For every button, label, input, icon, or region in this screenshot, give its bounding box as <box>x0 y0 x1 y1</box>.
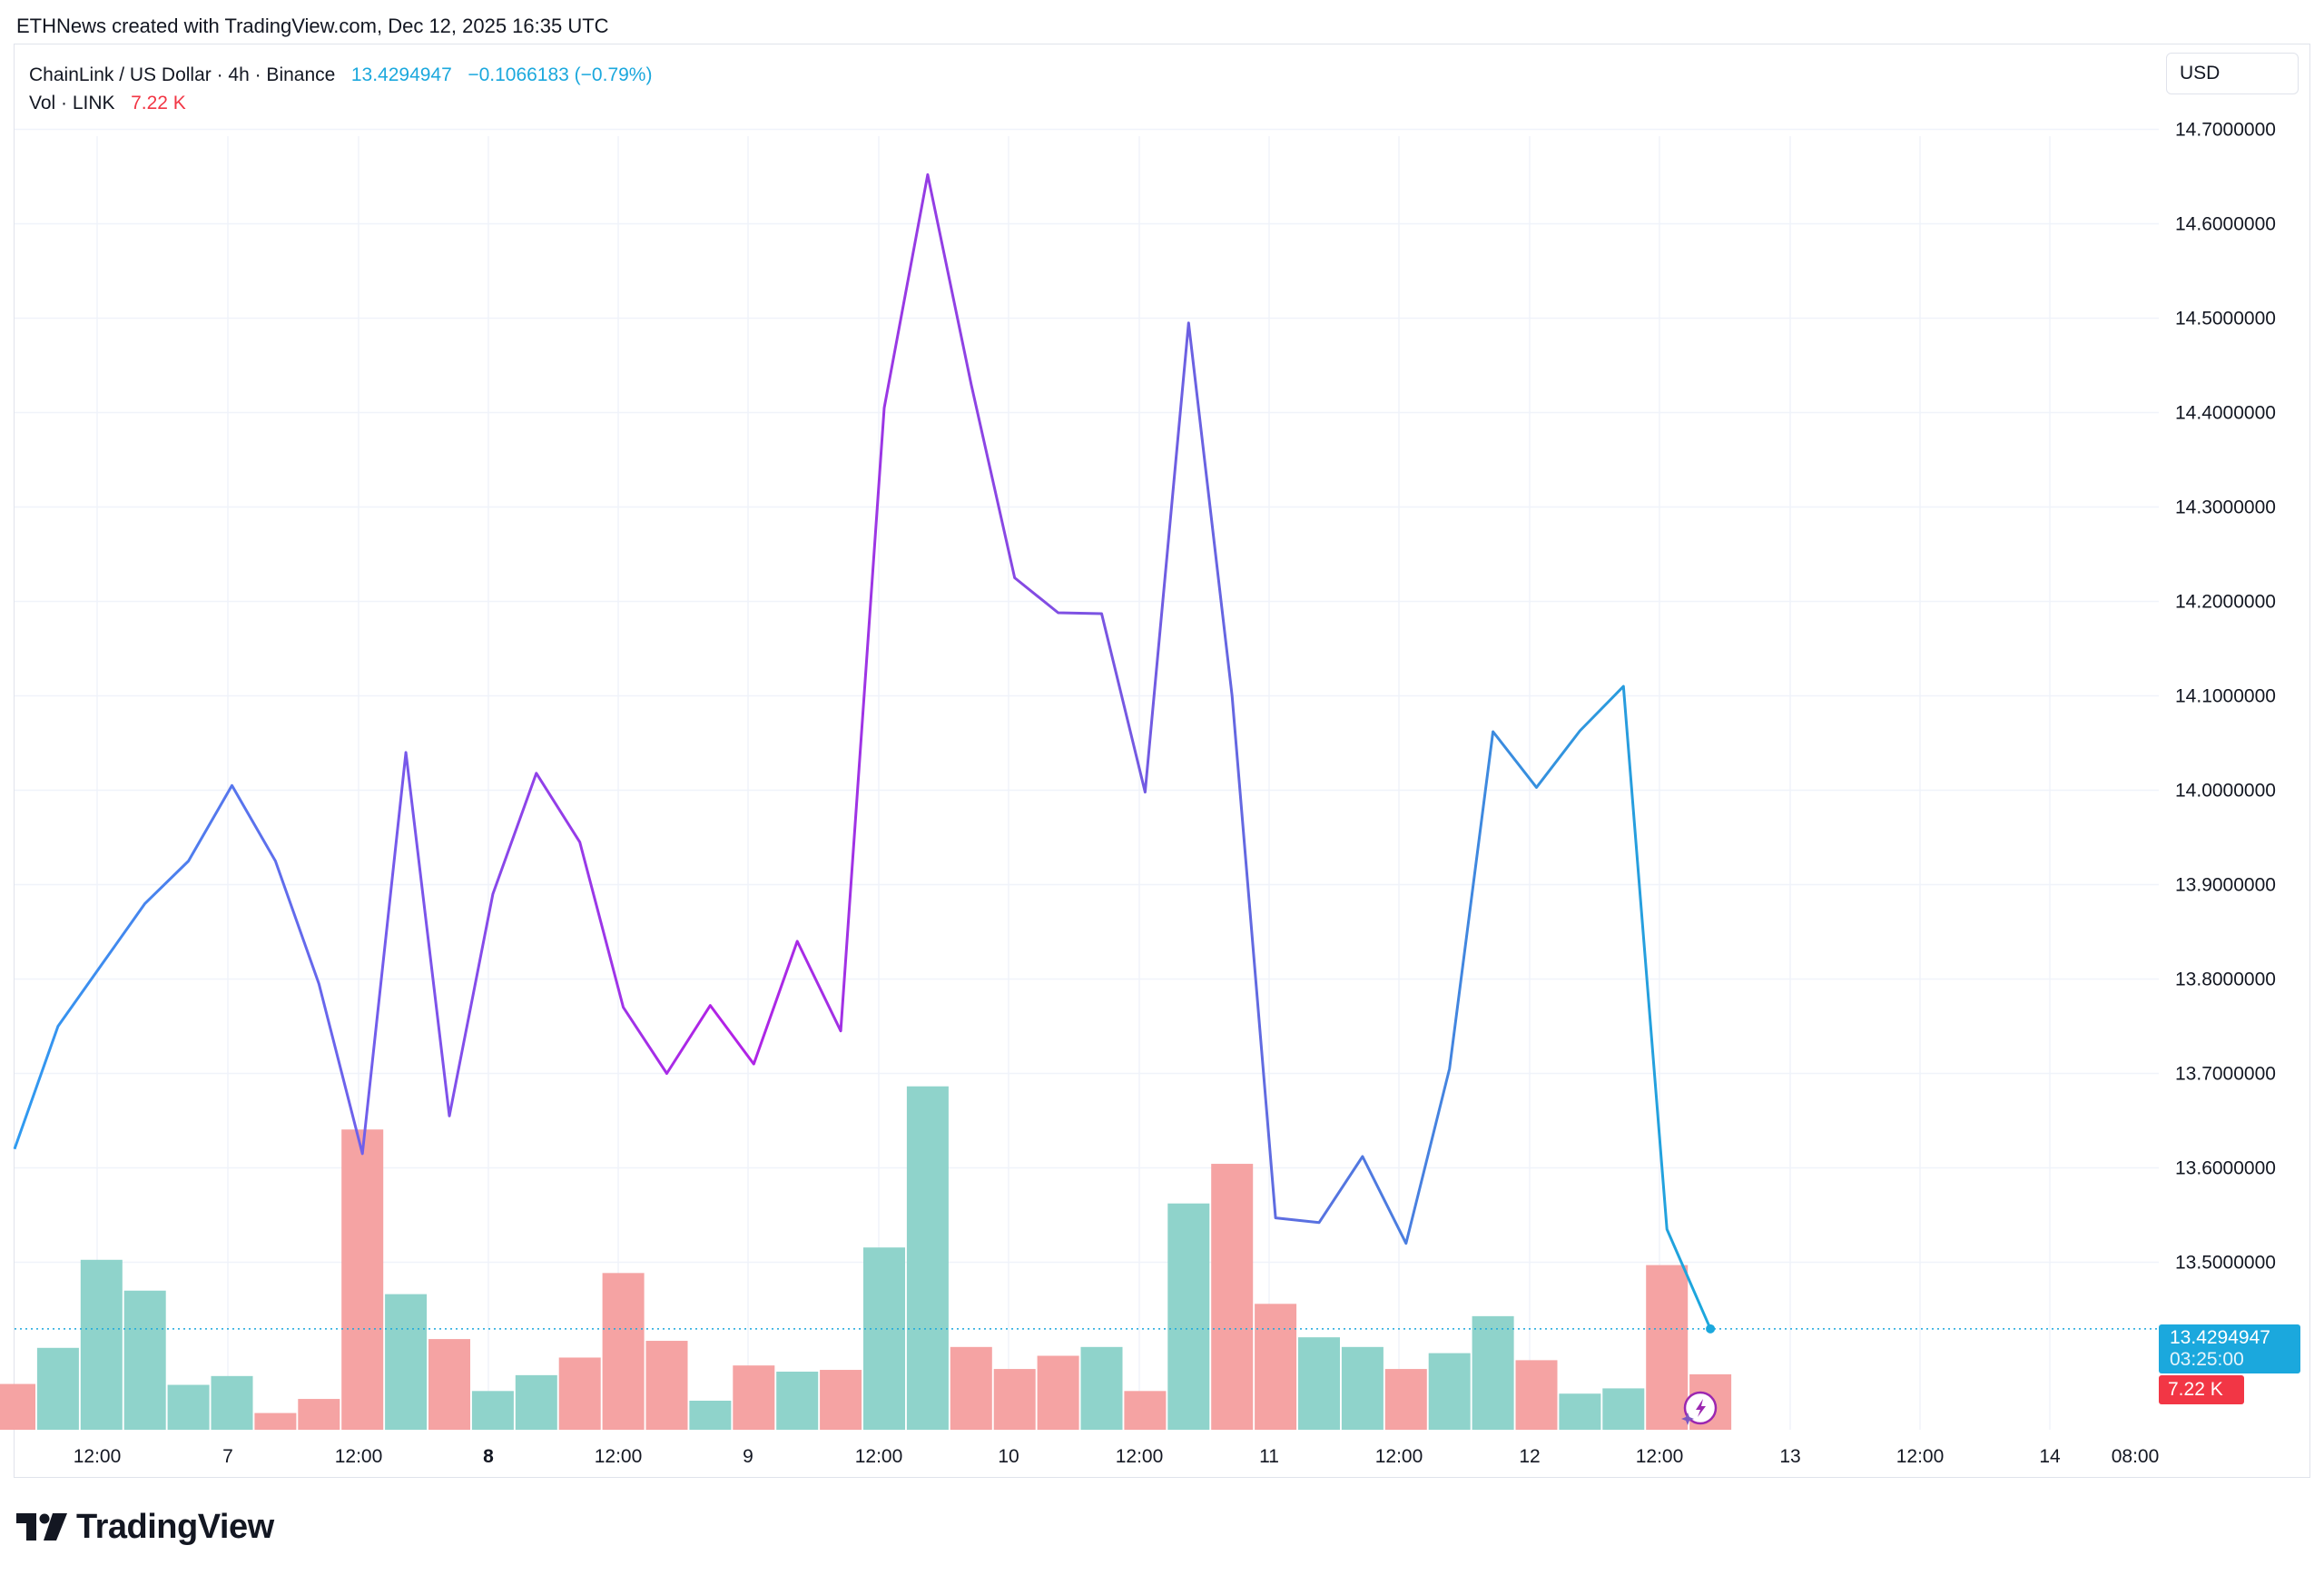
price-change-value: −0.1066183 (−0.79%) <box>468 64 653 85</box>
volume-bar <box>1255 1304 1297 1430</box>
time-tick-label: 12:00 <box>335 1446 383 1467</box>
volume-bar <box>689 1400 732 1430</box>
volume-bar <box>428 1339 470 1430</box>
volume-bar <box>1646 1265 1689 1430</box>
time-tick-label: 9 <box>743 1446 753 1467</box>
volume-bar <box>80 1259 123 1430</box>
volume-label[interactable]: Vol · LINK <box>29 93 115 113</box>
volume-bars <box>0 1086 1732 1430</box>
time-tick-label: 12 <box>1519 1446 1540 1467</box>
volume-tag: 7.22 K <box>2159 1375 2244 1404</box>
time-tick-label: 12:00 <box>1896 1446 1945 1467</box>
brand-wordmark: TradingView <box>76 1507 274 1546</box>
volume-bar <box>1211 1164 1254 1430</box>
volume-bar <box>167 1384 210 1430</box>
volume-bar <box>385 1294 428 1430</box>
time-tick-label: 13 <box>1779 1446 1800 1467</box>
volume-bar <box>1124 1391 1167 1430</box>
volume-bar <box>1080 1346 1123 1430</box>
volume-bar <box>254 1413 297 1430</box>
volume-bar <box>298 1399 340 1430</box>
chart-legend: ChainLink / US Dollar · 4h · Binance 13.… <box>29 61 652 117</box>
volume-bar <box>993 1369 1036 1430</box>
chart-frame <box>14 44 2310 1478</box>
volume-bar <box>1167 1203 1210 1430</box>
price-axis[interactable]: 14.7000000 14.6000000 14.5000000 14.4000000… <box>2175 120 2276 1274</box>
time-tick-label: 08:00 <box>2112 1446 2160 1467</box>
volume-bar <box>950 1346 992 1430</box>
volume-bar <box>341 1129 384 1430</box>
time-tick-label: 12:00 <box>1636 1446 1684 1467</box>
volume-bar <box>1298 1337 1340 1430</box>
time-tick-label: 8 <box>483 1446 494 1467</box>
time-tick-label: 10 <box>998 1446 1019 1467</box>
time-tick-label: 12:00 <box>1375 1446 1423 1467</box>
bar-countdown: 03:25:00 <box>2170 1349 2244 1370</box>
price-tick-label: 14.3000000 <box>2175 497 2276 518</box>
volume-bar <box>776 1371 819 1430</box>
time-tick-label: 12:00 <box>1116 1446 1164 1467</box>
price-tick-label: 13.7000000 <box>2175 1064 2276 1085</box>
time-tick-label: 12:00 <box>74 1446 122 1467</box>
volume-bar <box>558 1357 601 1430</box>
time-axis[interactable]: 12:00 7 12:00 8 12:00 9 12:00 10 12:00 11 12:00 12 1… <box>74 1446 2160 1467</box>
time-tick-label: 12:00 <box>855 1446 903 1467</box>
volume-bar <box>515 1374 557 1430</box>
last-price-tag: 13.4294947 03:25:00 <box>2159 1324 2300 1373</box>
last-price-value: 13.4294947 <box>350 64 452 85</box>
volume-bar <box>36 1347 79 1430</box>
volume-bar <box>1037 1355 1079 1430</box>
volume-bar <box>1559 1393 1601 1430</box>
currency-button[interactable]: USD <box>2166 53 2299 94</box>
volume-bar <box>1341 1346 1384 1430</box>
price-line <box>13 172 1712 1330</box>
price-tick-label: 14.1000000 <box>2175 686 2276 707</box>
volume-bar <box>471 1391 514 1430</box>
price-tick-label: 13.8000000 <box>2175 970 2276 990</box>
volume-bar <box>211 1375 253 1430</box>
time-tick-label: 12:00 <box>595 1446 643 1467</box>
volume-bar <box>1428 1353 1471 1430</box>
grid <box>15 128 2159 1430</box>
volume-value: 7.22 K <box>131 93 186 113</box>
volume-bar <box>1602 1388 1645 1430</box>
volume-bar <box>863 1247 905 1430</box>
volume-bar <box>123 1290 166 1430</box>
price-tick-label: 14.5000000 <box>2175 309 2276 330</box>
volume-bar <box>1472 1315 1514 1430</box>
tradingview-mark-icon <box>16 1513 67 1541</box>
price-tick-label: 14.0000000 <box>2175 781 2276 802</box>
volume-bar <box>602 1273 645 1430</box>
price-tick-label: 13.5000000 <box>2175 1253 2276 1274</box>
chart-caption: ETHNews created with TradingView.com, De… <box>16 15 609 37</box>
last-price-dot <box>1706 1324 1716 1334</box>
volume-bar <box>0 1383 35 1430</box>
price-tick-label: 14.4000000 <box>2175 403 2276 424</box>
symbol-title[interactable]: ChainLink / US Dollar · 4h · Binance <box>29 64 336 85</box>
volume-bar <box>733 1365 775 1430</box>
time-tick-label: 11 <box>1259 1446 1279 1467</box>
tradingview-logo[interactable]: TradingView <box>16 1507 274 1547</box>
time-tick-label: 7 <box>222 1446 233 1467</box>
price-tick-label: 14.2000000 <box>2175 592 2276 613</box>
price-tick-label: 14.6000000 <box>2175 214 2276 235</box>
price-tick-label: 13.6000000 <box>2175 1158 2276 1179</box>
price-tick-label: 13.9000000 <box>2175 875 2276 896</box>
volume-bar <box>820 1370 862 1430</box>
volume-bar <box>1515 1360 1558 1430</box>
lightning-icon[interactable] <box>1681 1391 1718 1425</box>
volume-bar <box>906 1086 949 1430</box>
volume-bar <box>645 1341 688 1430</box>
price-tag-value: 13.4294947 <box>2170 1327 2270 1348</box>
time-tick-label: 14 <box>2039 1446 2061 1467</box>
volume-bar <box>1384 1369 1427 1430</box>
price-tick-label: 14.7000000 <box>2175 120 2276 141</box>
